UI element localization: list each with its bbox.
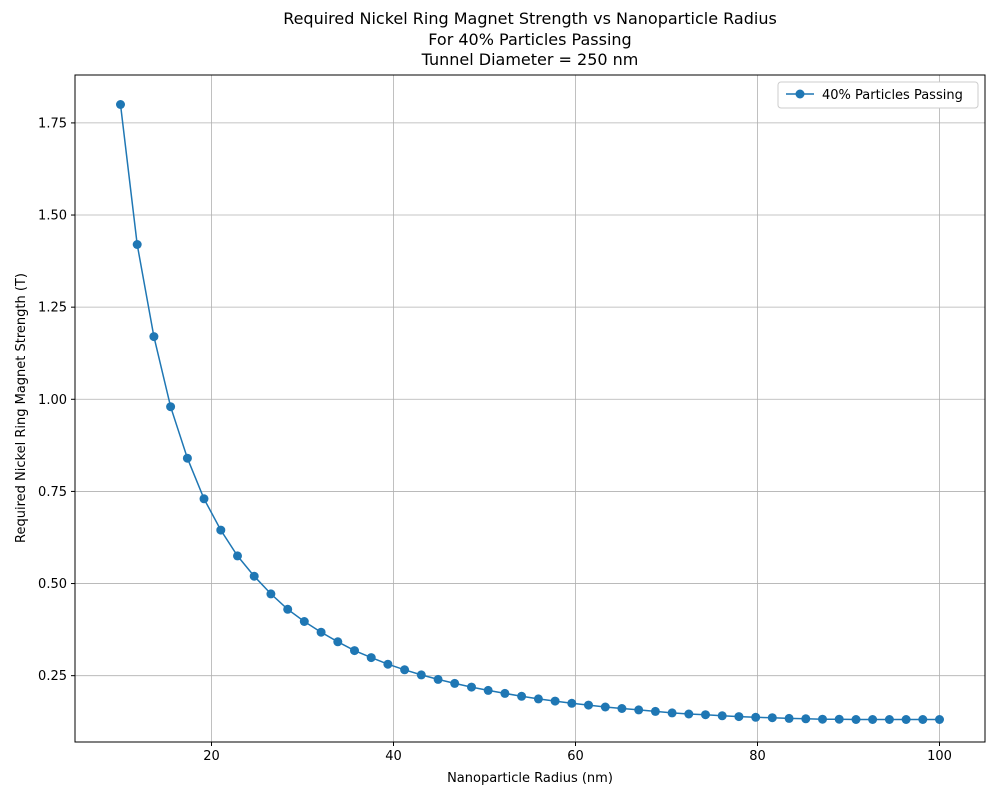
- x-tick-label: 40: [385, 749, 402, 764]
- data-point: [483, 685, 493, 695]
- data-point: [533, 694, 543, 704]
- data-point: [600, 702, 610, 712]
- data-point: [433, 674, 443, 684]
- chart-title-line-2: For 40% Particles Passing: [428, 30, 631, 49]
- x-axis-label: Nanoparticle Radius (nm): [447, 771, 613, 786]
- data-point: [734, 712, 744, 722]
- y-axis-label: Required Nickel Ring Magnet Strength (T): [14, 273, 29, 543]
- data-point: [935, 715, 944, 724]
- legend-label: 40% Particles Passing: [822, 88, 963, 103]
- data-point: [400, 665, 410, 675]
- y-tick-label: 1.75: [38, 116, 67, 131]
- data-point: [233, 551, 242, 561]
- y-tick-label: 0.25: [38, 669, 67, 684]
- data-point: [834, 714, 844, 724]
- data-point: [333, 637, 343, 647]
- chart-title-line-1: Required Nickel Ring Magnet Strength vs …: [283, 9, 777, 28]
- data-point: [751, 712, 761, 722]
- data-point: [868, 715, 878, 724]
- data-point: [249, 571, 259, 581]
- data-point: [116, 100, 125, 109]
- plot-frame: [74, 74, 986, 743]
- y-tick-label: 1.50: [38, 209, 67, 224]
- x-tick-label: 80: [749, 749, 766, 764]
- x-tick-label: 100: [927, 749, 952, 764]
- data-point: [316, 627, 326, 637]
- data-point: [667, 708, 677, 718]
- data-point: [166, 402, 176, 412]
- chart-title-line-3: Tunnel Diameter = 250 nm: [421, 50, 639, 69]
- legend-marker-swatch: [795, 89, 805, 99]
- data-point: [684, 709, 694, 719]
- data-point: [584, 700, 593, 710]
- data-point: [500, 688, 510, 698]
- y-tick-label: 0.50: [38, 577, 67, 592]
- data-point: [884, 715, 894, 724]
- axis-ticks: 20 40 60 80 100 0.25 0.50 0.75 1.00 1.25 1.50 1.75: [38, 116, 952, 764]
- x-tick-label: 60: [567, 749, 584, 764]
- data-point: [450, 678, 460, 688]
- data-point: [717, 711, 727, 721]
- data-point: [634, 705, 644, 715]
- data-point: [617, 704, 627, 713]
- y-tick-label: 1.25: [38, 301, 67, 316]
- data-point: [801, 714, 811, 724]
- data-point: [149, 332, 159, 342]
- data-point: [216, 525, 226, 535]
- data-point: [266, 589, 276, 599]
- data-point: [784, 713, 794, 723]
- legend-box: [777, 81, 979, 109]
- data-point: [416, 670, 426, 680]
- data-point: [132, 240, 142, 249]
- data-point: [550, 696, 560, 706]
- data-point: [818, 714, 827, 724]
- legend: 40% Particles Passing: [777, 81, 979, 109]
- data-point: [182, 453, 192, 463]
- data-point: [283, 604, 293, 614]
- y-tick-label: 0.75: [38, 485, 67, 500]
- data-point: [567, 698, 577, 708]
- data-point: [517, 691, 527, 701]
- data-point: [199, 494, 209, 504]
- series-layer: [116, 100, 944, 724]
- data-point: [350, 646, 359, 656]
- data-point: [851, 715, 861, 724]
- data-point: [299, 617, 309, 626]
- data-point: [467, 682, 476, 692]
- data-point: [701, 710, 710, 720]
- y-tick-label: 1.00: [38, 393, 67, 408]
- data-point: [901, 715, 911, 724]
- data-point: [366, 653, 376, 663]
- data-point: [767, 713, 777, 723]
- data-point: [918, 715, 928, 724]
- x-tick-label: 20: [203, 749, 220, 764]
- data-point: [383, 659, 393, 669]
- grid: [75, 75, 985, 742]
- data-point: [650, 706, 660, 716]
